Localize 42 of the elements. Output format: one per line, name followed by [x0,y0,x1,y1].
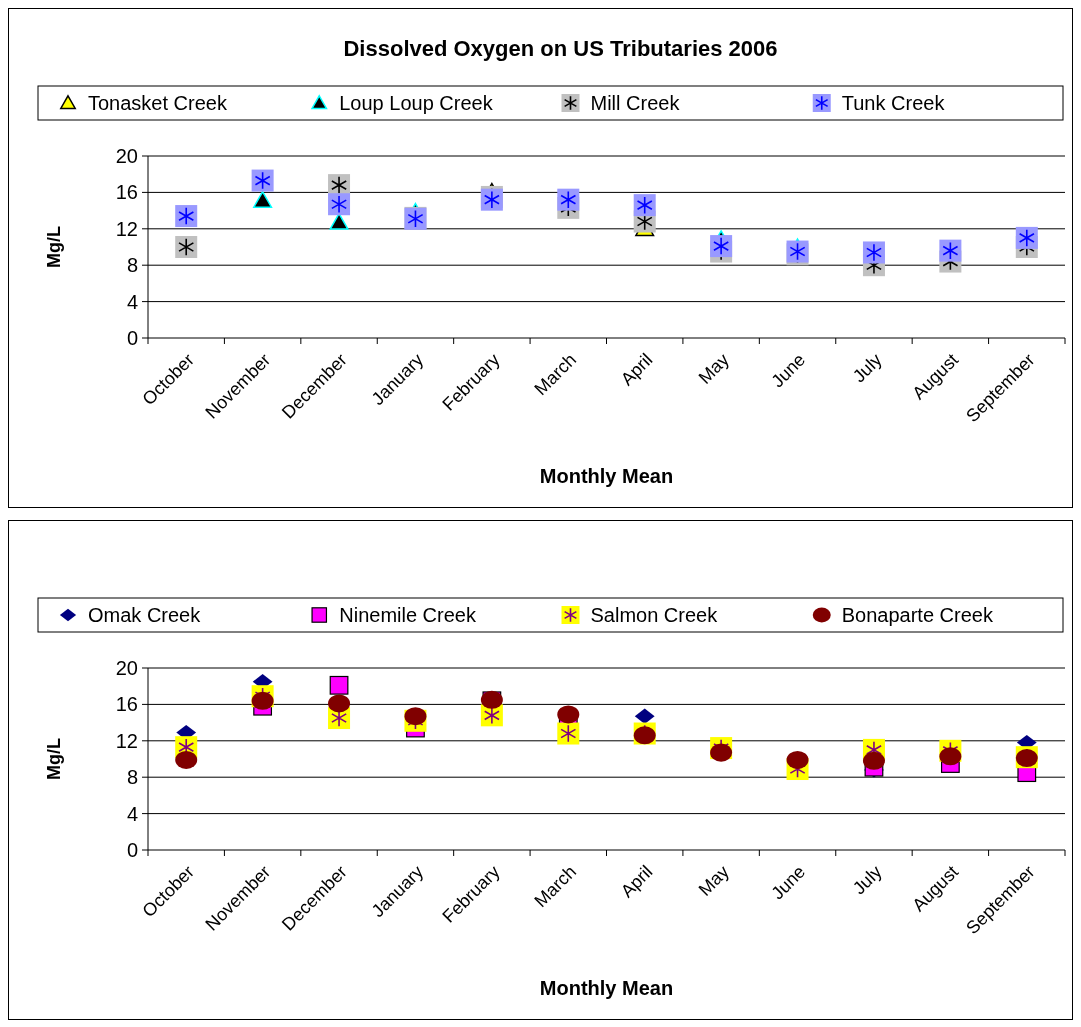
chart-title: Dissolved Oxygen on US Tributaries 2006 [343,36,778,61]
point [786,750,809,769]
point [251,691,274,710]
point [404,707,427,726]
y-tick-label: 4 [126,802,138,825]
point [634,708,655,724]
y-tick-label: 0 [126,839,138,861]
y-tick-label: 8 [126,254,138,277]
y-axis-title: Mg/L [44,738,64,780]
point [253,191,273,208]
x-tick-label: July [848,861,886,899]
y-tick-label: 0 [126,327,138,349]
x-tick-label: May [694,861,733,900]
point [862,751,885,770]
y-tick-label: 16 [115,693,138,716]
y-tick-label: 8 [126,766,138,789]
x-axis-title: Monthly Mean [539,977,674,999]
point [328,694,351,713]
legend-label: Mill Creek [590,92,681,114]
y-tick-label: 12 [115,729,138,752]
y-tick-label: 20 [115,657,138,679]
point [557,705,580,724]
legend-label: Loup Loup Creek [339,92,494,114]
point [175,750,198,769]
x-axis-title: Monthly Mean [539,465,674,487]
legend-label: Salmon Creek [590,604,719,626]
y-tick-label: 4 [126,290,138,313]
x-tick-label: May [694,349,733,388]
legend-label: Omak Creek [88,604,202,626]
point [710,743,733,762]
point [329,675,349,695]
y-tick-label: 12 [115,217,138,240]
legend-label: Bonaparte Creek [841,604,994,626]
point [329,212,349,230]
legend-label: Tonasket Creek [88,92,228,114]
y-tick-label: 20 [115,145,138,167]
legend-label: Ninemile Creek [339,604,477,626]
legend-label: Tunk Creek [841,92,946,114]
point [939,747,962,766]
y-tick-label: 16 [115,181,138,204]
y-axis-title: Mg/L [44,226,64,268]
x-tick-label: July [848,349,886,387]
